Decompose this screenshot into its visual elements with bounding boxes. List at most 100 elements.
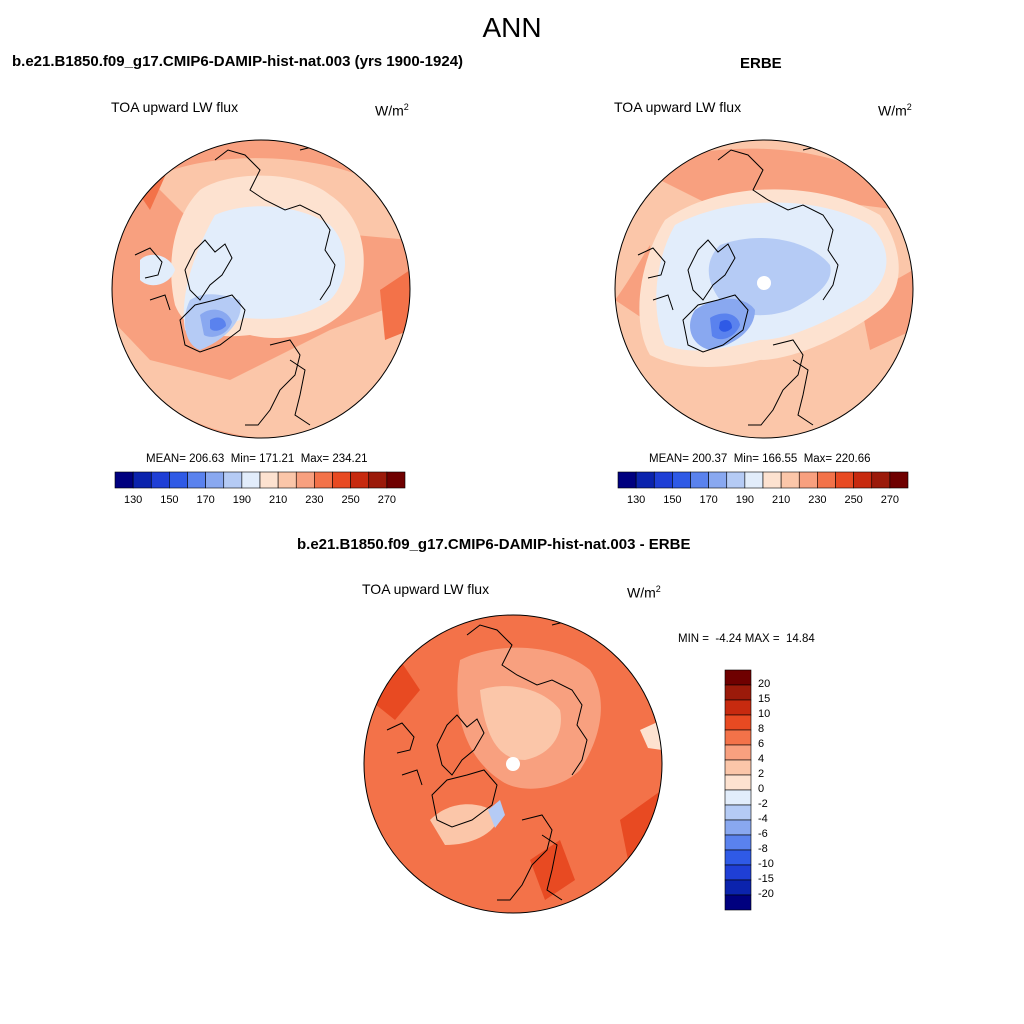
colorbar-erbe-swatch xyxy=(871,471,891,489)
colorbar-erbe-tick-label: 250 xyxy=(844,494,863,506)
map-diff xyxy=(363,614,663,914)
colorbar-diff-swatch xyxy=(724,774,752,791)
map-diff-contour-near-zero xyxy=(640,720,662,750)
colorbar-model-swatch xyxy=(205,471,225,489)
colorbar-diff-swatch xyxy=(724,684,752,701)
colorbar-model-tick-label: 190 xyxy=(232,494,252,506)
colorbar-diff-tick-label: -4 xyxy=(758,813,768,825)
colorbar-erbe-tick-label: 210 xyxy=(771,494,791,506)
colorbar-diff xyxy=(724,669,752,911)
colorbar-diff-tick-label: -10 xyxy=(758,858,774,870)
panel-model-title: b.e21.B1850.f09_g17.CMIP6-DAMIP-hist-nat… xyxy=(12,53,464,70)
colorbar-erbe-swatch xyxy=(817,471,836,489)
panel-diff-stats: MIN = -4.24 MAX = 14.84 xyxy=(678,633,815,645)
colorbar-diff-tick-label: 4 xyxy=(758,753,765,765)
colorbar-diff-swatch xyxy=(724,879,752,896)
map-erbe xyxy=(614,139,914,439)
map-erbe-pole-hole xyxy=(757,276,771,290)
panel-model-units: W/m2 xyxy=(375,102,409,119)
colorbar-diff-tick-label: 2 xyxy=(758,768,765,780)
colorbar-model-swatch xyxy=(277,471,297,489)
colorbar-erbe-tick-label: 150 xyxy=(663,494,682,506)
colorbar-erbe-swatch xyxy=(726,471,746,489)
colorbar-diff-tick-label: -20 xyxy=(758,888,774,900)
colorbar-diff-tick-label: 15 xyxy=(758,693,771,705)
colorbar-diff-tick-label: 10 xyxy=(758,708,771,720)
colorbar-erbe-tick-label: 270 xyxy=(880,494,900,506)
colorbar-erbe-swatch xyxy=(617,471,637,489)
colorbar-erbe-swatch xyxy=(889,471,909,489)
colorbar-model-tick-label: 230 xyxy=(305,494,324,506)
figure-title: ANN xyxy=(482,12,542,43)
colorbar-diff-swatch xyxy=(724,729,752,746)
colorbar-model-swatch xyxy=(150,471,170,489)
colorbar-diff-swatch xyxy=(724,864,752,881)
map-model xyxy=(111,139,411,439)
colorbar-erbe-swatch xyxy=(798,471,818,489)
colorbar-diff-tick-label: 8 xyxy=(758,723,765,735)
map-model-contour-warm-2 xyxy=(380,270,410,340)
colorbar-diff-swatch xyxy=(724,894,752,911)
colorbar-erbe-swatch xyxy=(780,471,800,489)
panel-diff-variable: TOA upward LW flux xyxy=(362,581,490,597)
colorbar-diff-swatch xyxy=(724,714,752,731)
colorbar-diff-swatch xyxy=(724,789,752,806)
colorbar-diff-tick-label: 6 xyxy=(758,738,765,750)
map-diff-contour-strong-1 xyxy=(370,660,420,720)
panel-model-variable: TOA upward LW flux xyxy=(111,99,239,115)
colorbar-erbe-swatch xyxy=(744,471,764,489)
panel-erbe-stats: MEAN= 200.37 Min= 166.55 Max= 220.66 xyxy=(649,453,871,465)
colorbar-model-swatch xyxy=(241,471,261,489)
colorbar-model-swatch xyxy=(259,471,279,489)
colorbar-erbe xyxy=(617,471,909,489)
colorbar-model-swatch xyxy=(295,471,315,489)
map-diff-contour-light-2 xyxy=(430,804,500,845)
colorbar-diff-swatch xyxy=(724,744,752,761)
colorbar-model-tick-label: 150 xyxy=(160,494,179,506)
map-erbe-border xyxy=(614,139,914,439)
colorbar-diff-swatch xyxy=(724,834,752,851)
colorbar-erbe-tick-label: 230 xyxy=(808,494,827,506)
map-diff-contour-light xyxy=(480,686,561,760)
panel-erbe-variable: TOA upward LW flux xyxy=(614,99,742,115)
panel-model-stats: MEAN= 206.63 Min= 171.21 Max= 234.21 xyxy=(146,453,368,465)
colorbar-model-tick-label: 170 xyxy=(196,494,215,506)
colorbar-model-swatch xyxy=(332,471,351,489)
panel-diff-units: W/m2 xyxy=(627,584,661,601)
map-diff-border xyxy=(363,614,663,914)
map-erbe-contour-cold-4 xyxy=(719,320,732,332)
colorbar-model-swatch xyxy=(132,471,152,489)
map-model-border xyxy=(111,139,411,439)
colorbar-model-swatch xyxy=(386,471,406,489)
colorbar-diff-tick-label: -2 xyxy=(758,798,768,810)
panel-erbe-title: ERBE xyxy=(740,55,782,72)
colorbar-erbe-swatch xyxy=(762,471,782,489)
panel-diff-title: b.e21.B1850.f09_g17.CMIP6-DAMIP-hist-nat… xyxy=(297,536,691,553)
map-model-contour-cold-3 xyxy=(210,317,226,331)
map-model-contour-south xyxy=(112,300,410,438)
colorbar-diff-tick-label: -15 xyxy=(758,873,774,885)
colorbar-diff-swatch xyxy=(724,759,752,776)
colorbar-diff-tick-label: 20 xyxy=(758,678,771,690)
colorbar-diff-swatch xyxy=(724,669,752,686)
colorbar-diff-swatch xyxy=(724,804,752,821)
colorbar-model-swatch xyxy=(187,471,206,489)
colorbar-model-swatch xyxy=(368,471,388,489)
colorbar-erbe-swatch xyxy=(653,471,673,489)
map-diff-contour-negative xyxy=(488,800,505,828)
colorbar-model-swatch xyxy=(114,471,134,489)
colorbar-model-swatch xyxy=(169,471,188,489)
map-erbe-contour-north xyxy=(640,148,900,210)
colorbar-model-tick-label: 250 xyxy=(341,494,360,506)
colorbar-erbe-swatch xyxy=(672,471,691,489)
colorbar-model-tick-label: 210 xyxy=(268,494,288,506)
colorbar-model xyxy=(114,471,406,489)
map-diff-pole-hole xyxy=(506,757,520,771)
colorbar-diff-swatch xyxy=(724,819,752,836)
colorbar-model-swatch xyxy=(314,471,333,489)
panel-erbe-units: W/m2 xyxy=(878,102,912,119)
colorbar-model-swatch xyxy=(223,471,243,489)
colorbar-model-tick-label: 270 xyxy=(377,494,397,506)
colorbar-model-tick-label: 130 xyxy=(123,494,143,506)
